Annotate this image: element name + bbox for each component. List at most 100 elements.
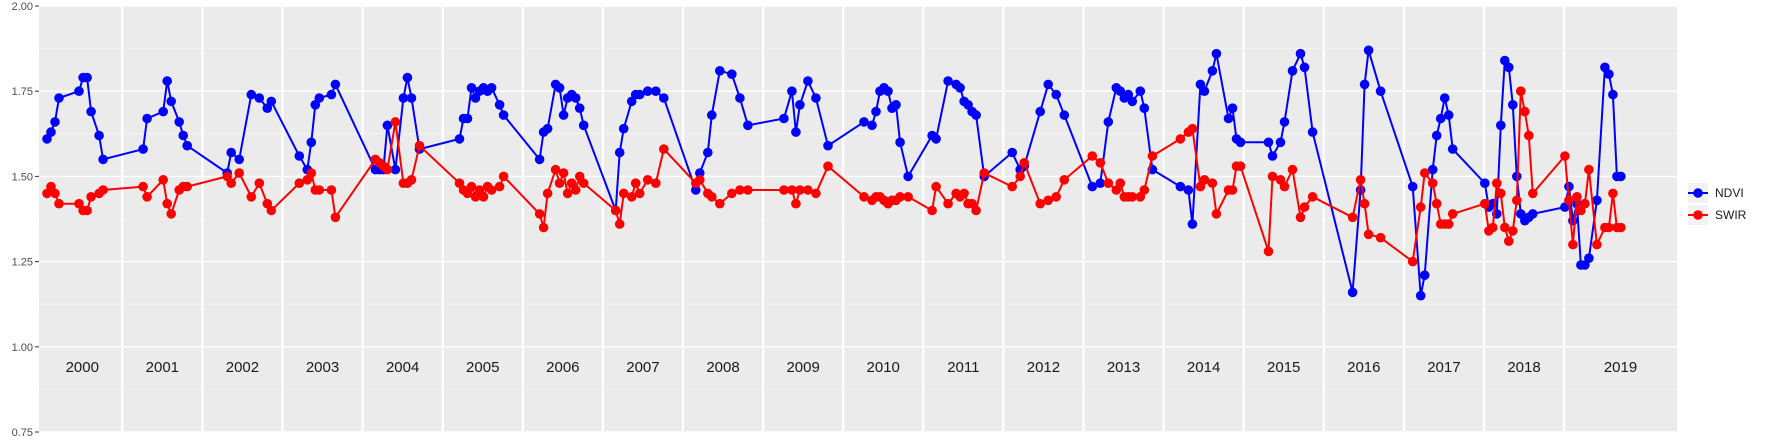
swir-point (466, 181, 477, 192)
swir-point (811, 188, 821, 199)
year-label: 2002 (226, 359, 259, 376)
ndvi-point (634, 89, 645, 100)
ndvi-point (578, 120, 589, 131)
swir-point (803, 185, 813, 195)
ndvi-point (314, 93, 325, 103)
ndvi-point (803, 76, 813, 86)
ndvi-point (1135, 86, 1146, 96)
y-tick-label: 2.00 (12, 1, 33, 13)
swir-point (406, 175, 417, 185)
swir-point (959, 188, 969, 199)
ndvi-point (1275, 137, 1286, 148)
ndvi-point (246, 89, 257, 100)
swir-legend-label: SWIR (1715, 208, 1747, 222)
ndvi-point (703, 147, 713, 158)
ndvi-point (791, 127, 801, 137)
ndvi-point (158, 106, 168, 117)
swir-point (1407, 256, 1418, 267)
year-label: 2018 (1507, 359, 1540, 376)
swir-point (1427, 178, 1438, 188)
swir-point (162, 198, 172, 209)
ndvi-point (174, 117, 184, 127)
ndvi-point (50, 117, 60, 127)
swir-point (626, 192, 637, 202)
ndvi-point (1480, 178, 1490, 188)
swir-point (1051, 192, 1061, 202)
ndvi-point (1375, 86, 1386, 96)
ndvi-point (903, 171, 913, 182)
swir-point (1508, 226, 1518, 236)
ndvi-point (454, 134, 465, 144)
year-label: 2017 (1427, 359, 1460, 376)
swir-point (1127, 192, 1138, 202)
y-tick-label: 1.25 (12, 257, 33, 269)
ndvi-point (46, 127, 56, 137)
ndvi-point (618, 123, 629, 134)
swir-point (895, 192, 905, 202)
swir-point (382, 164, 393, 175)
ndvi-point (1584, 253, 1594, 263)
ndvi-point (382, 120, 393, 131)
swir-point (1480, 198, 1490, 209)
ndvi-point (390, 164, 401, 175)
ndvi-point (1087, 181, 1098, 192)
ndvi-point (86, 106, 96, 117)
year-label: 2001 (146, 359, 179, 376)
ndvi-point (398, 93, 409, 103)
ndvi-point (1035, 106, 1045, 117)
swir-point (1307, 192, 1318, 202)
ndvi-legend-label: NDVI (1715, 186, 1744, 200)
swir-point (554, 178, 565, 188)
swir-point (1227, 185, 1238, 195)
swir-point (795, 185, 805, 195)
ndvi-point (294, 151, 305, 161)
swir-point (578, 178, 589, 188)
year-label: 2003 (306, 359, 339, 376)
swir-point (86, 192, 96, 202)
ndvi-point (498, 110, 509, 120)
year-label: 2010 (867, 359, 900, 376)
ndvi-point (330, 79, 341, 90)
swir-point (1299, 202, 1310, 212)
ndvi-point (795, 100, 805, 110)
ndvi-point (1187, 219, 1198, 229)
swir-point (1007, 181, 1017, 192)
ndvi-point (1347, 287, 1358, 298)
swir-point (634, 188, 645, 199)
swir-point (1616, 222, 1626, 233)
swir-point (1279, 181, 1290, 192)
ndvi-point (811, 93, 821, 103)
ndvi-point (94, 130, 104, 141)
swir-point (1043, 195, 1053, 206)
swir-point (326, 185, 337, 195)
swir-series (42, 86, 1626, 267)
swir-point (1235, 161, 1246, 171)
swir-point (610, 205, 621, 216)
swir-point (1415, 202, 1426, 212)
swir-point (1139, 185, 1150, 195)
swir-point (743, 185, 753, 195)
swir-point (1187, 123, 1198, 134)
ndvi-point (138, 144, 148, 154)
swir-point (1103, 178, 1114, 188)
swir-point (498, 171, 509, 182)
ndvi-point (402, 72, 413, 83)
swir-point (246, 192, 257, 202)
y-tick-label: 1.75 (12, 86, 33, 98)
ndvi-point (554, 83, 565, 93)
swir-point (1592, 239, 1602, 250)
swir-point (979, 168, 989, 178)
ndvi-point (162, 76, 172, 86)
ndvi-point (494, 100, 505, 110)
swir-point (234, 168, 244, 178)
swir-point (478, 192, 489, 202)
swir-point (1604, 222, 1614, 233)
ndvi-point (1447, 144, 1458, 154)
swir-point (1447, 209, 1458, 219)
ndvi-point (1431, 130, 1442, 141)
ndvi-point (1139, 103, 1150, 113)
ndvi-point (1435, 113, 1446, 124)
swir-point (254, 178, 265, 188)
ndvi-point (1175, 181, 1186, 192)
ndvi-point (659, 93, 669, 103)
